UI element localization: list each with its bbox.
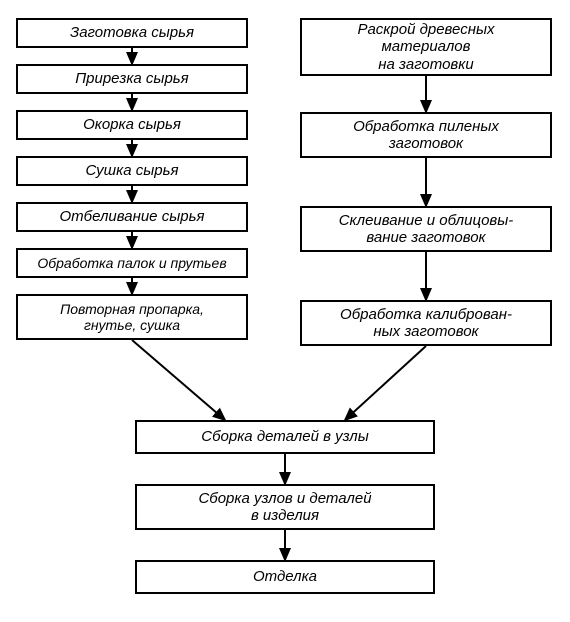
flow-node-label: Сушка сырья bbox=[86, 162, 179, 179]
flow-node-l1: Заготовка сырья bbox=[16, 18, 248, 48]
flow-node-label: Обработка палок и прутьев bbox=[37, 255, 226, 271]
flow-node-r4: Обработка калиброван- ных заготовок bbox=[300, 300, 552, 346]
flow-node-r3: Склеивание и облицовы- вание заготовок bbox=[300, 206, 552, 252]
flow-node-l4: Сушка сырья bbox=[16, 156, 248, 186]
flow-node-l7: Повторная пропарка, гнутье, сушка bbox=[16, 294, 248, 340]
flow-node-label: Отделка bbox=[253, 568, 317, 585]
flowchart-stage: Заготовка сырья Прирезка сырья Окорка сырь… bbox=[0, 0, 570, 622]
flow-node-label: Отбеливание сырья bbox=[60, 208, 205, 225]
flow-node-b2: Сборка узлов и деталей в изделия bbox=[135, 484, 435, 530]
flow-node-r2: Обработка пиленых заготовок bbox=[300, 112, 552, 158]
flow-node-label: Обработка калиброван- ных заготовок bbox=[340, 306, 512, 341]
flow-node-label: Заготовка сырья bbox=[70, 24, 194, 41]
flow-node-l2: Прирезка сырья bbox=[16, 64, 248, 94]
flow-node-r1: Раскрой древесных материалов на заготовк… bbox=[300, 18, 552, 76]
flow-node-label: Склеивание и облицовы- вание заготовок bbox=[339, 212, 514, 247]
flow-node-b3: Отделка bbox=[135, 560, 435, 594]
flow-node-label: Прирезка сырья bbox=[75, 70, 188, 87]
flow-node-b1: Сборка деталей в узлы bbox=[135, 420, 435, 454]
flow-node-l5: Отбеливание сырья bbox=[16, 202, 248, 232]
flow-node-label: Сборка деталей в узлы bbox=[201, 428, 368, 445]
flow-node-label: Окорка сырья bbox=[83, 116, 181, 133]
flow-node-label: Раскрой древесных материалов на заготовк… bbox=[357, 21, 494, 73]
flow-node-label: Обработка пиленых заготовок bbox=[353, 118, 499, 153]
flow-node-label: Повторная пропарка, гнутье, сушка bbox=[60, 301, 204, 333]
flow-node-l6: Обработка палок и прутьев bbox=[16, 248, 248, 278]
flow-node-label: Сборка узлов и деталей в изделия bbox=[198, 490, 371, 525]
flow-node-l3: Окорка сырья bbox=[16, 110, 248, 140]
